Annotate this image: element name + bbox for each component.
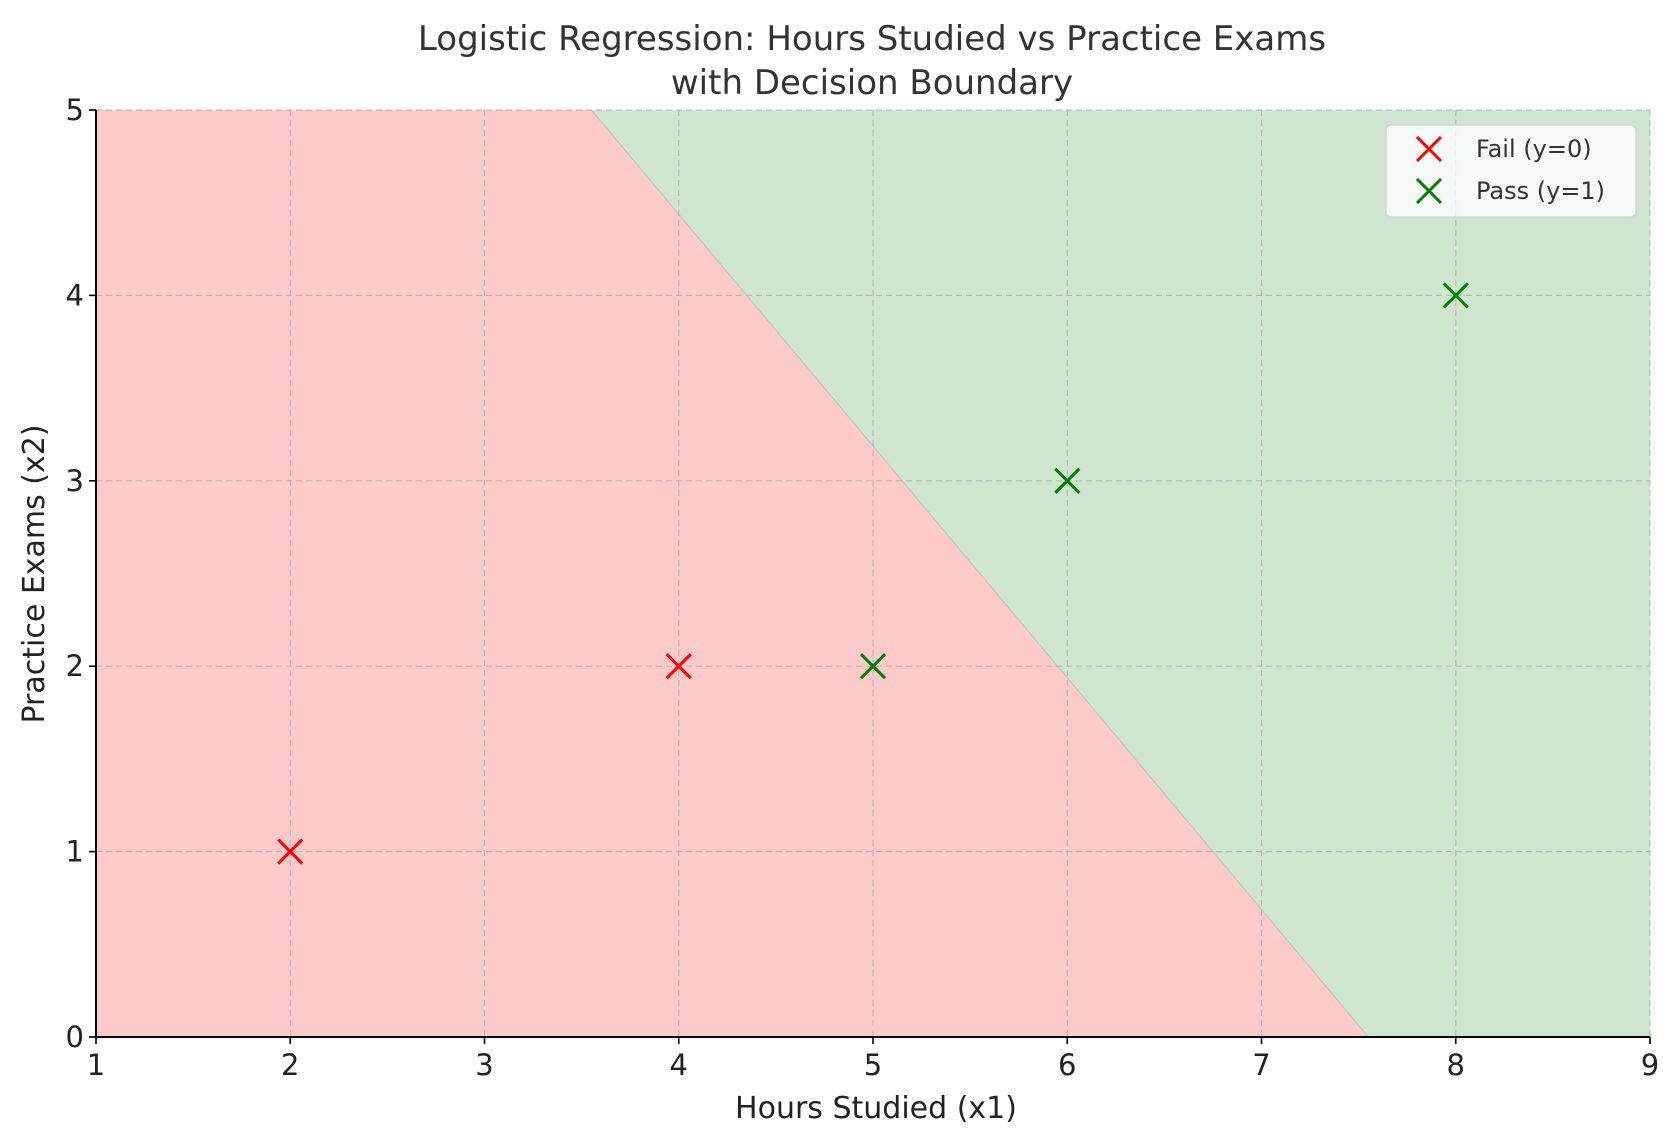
legend-marker-fail [1415, 135, 1443, 163]
axes [89, 109, 1651, 1044]
y-axis-label: Practice Exams (x2) [17, 424, 52, 723]
x-tick-label: 3 [475, 1048, 493, 1082]
grid-lines [95, 109, 1651, 1038]
legend: Fail (y=0) Pass (y=1) [1385, 124, 1637, 218]
pass-point [1054, 467, 1081, 494]
y-tick-label: 0 [66, 1020, 84, 1054]
data-points [277, 282, 1469, 865]
x-tick-label: 1 [87, 1048, 105, 1082]
y-tick-label: 5 [66, 93, 84, 127]
chart-title: Logistic Regression: Hours Studied vs Pr… [418, 19, 1326, 59]
y-tick-label: 2 [66, 649, 84, 683]
legend-marker-pass [1415, 177, 1443, 205]
x-tick-label: 9 [1641, 1048, 1659, 1082]
legend-label-pass: Pass (y=1) [1476, 177, 1605, 205]
x-tick-label: 5 [864, 1048, 882, 1082]
x-tick-label: 2 [281, 1048, 299, 1082]
legend-box [1385, 124, 1637, 218]
decision-boundary-line [590, 109, 1369, 1038]
fail-region [96, 110, 1369, 1037]
x-tick-label: 8 [1447, 1048, 1465, 1082]
legend-label-fail: Fail (y=0) [1476, 135, 1592, 163]
y-tick-label: 3 [66, 464, 84, 498]
fail-point [665, 653, 692, 680]
y-tick-label: 4 [66, 278, 84, 312]
x-tick-label: 6 [1058, 1048, 1076, 1082]
pass-point [859, 653, 887, 680]
chart-subtitle: with Decision Boundary [671, 63, 1073, 103]
fail-point [277, 838, 304, 865]
x-tick-label: 7 [1252, 1048, 1270, 1082]
y-tick-label: 1 [66, 835, 84, 869]
x-tick-label: 4 [670, 1048, 688, 1082]
pass-point [1442, 282, 1469, 309]
x-axis-label: Hours Studied (x1) [735, 1091, 1017, 1126]
